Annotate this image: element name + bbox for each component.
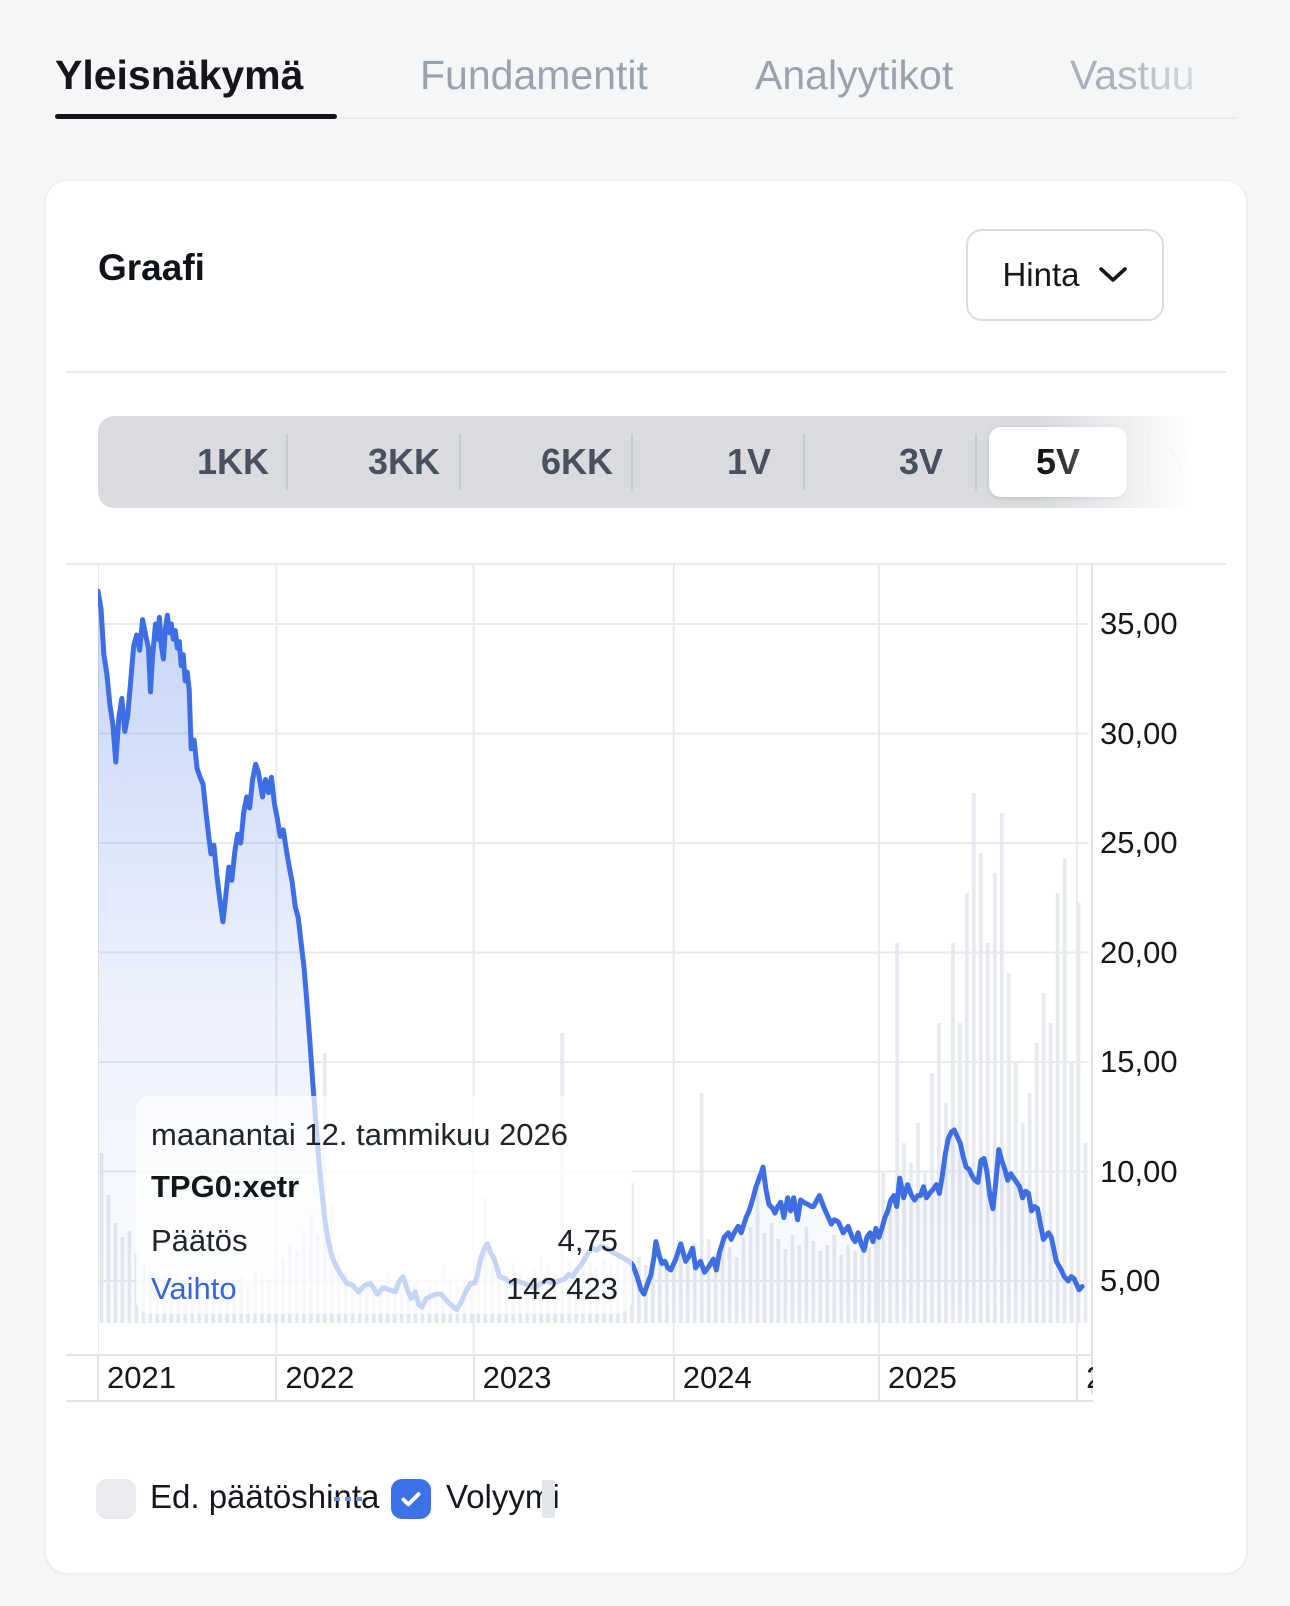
tooltip-volume-value: 142 423 <box>505 1271 618 1306</box>
y-axis: 35,00 30,00 25,00 20,00 15,00 10,00 5,00 <box>1096 563 1241 1394</box>
x-axis-label: 2026 <box>1086 1359 1093 1397</box>
x-axis: 2021 2022 2023 2024 2025 2026 <box>66 1354 1093 1402</box>
x-axis-label: 2021 <box>107 1360 176 1395</box>
range-separator <box>631 434 633 490</box>
tab-divider <box>55 117 1235 119</box>
tab-bar: Yleisnäkymä Fundamentit Analyytikot Vast… <box>0 0 1290 140</box>
chevron-down-icon <box>1098 267 1127 282</box>
y-axis-label: 5,00 <box>1100 1263 1161 1298</box>
range-separator <box>459 434 461 490</box>
range-separator <box>286 434 288 490</box>
plot-right-border <box>1091 563 1093 1394</box>
range-next-clipped[interactable]: Y <box>1167 441 1192 482</box>
chart-top-border <box>66 563 1226 565</box>
range-6kk[interactable]: 6KK <box>491 416 663 508</box>
range-3kk[interactable]: 3KK <box>318 416 490 508</box>
volume-checkbox[interactable] <box>391 1479 431 1519</box>
range-separator <box>803 434 805 490</box>
header-divider <box>66 371 1226 373</box>
range-5v[interactable]: 5V <box>972 416 1144 508</box>
tooltip-volume-row: Vaihto 142 423 <box>151 1270 618 1308</box>
y-axis-label: 30,00 <box>1100 715 1178 751</box>
active-tab-underline <box>55 114 337 119</box>
x-axis-label: 2022 <box>285 1360 355 1395</box>
card-title: Graafi <box>98 247 205 288</box>
y-axis-label: 35,00 <box>1100 606 1178 641</box>
tooltip-volume-label: Vaihto <box>151 1271 237 1306</box>
tab-fundamentit[interactable]: Fundamentit <box>420 52 648 98</box>
x-axis-tick <box>472 1356 475 1400</box>
series-select-value: Hinta <box>1002 256 1080 293</box>
tooltip-date: maanantai 12. tammikuu 2026 <box>151 1117 569 1152</box>
series-select-dropdown[interactable]: Hinta <box>966 229 1164 321</box>
prev-close-checkbox[interactable] <box>96 1479 136 1519</box>
active-range-pill <box>989 427 1127 497</box>
tooltip-symbol: TPG0:xetr <box>151 1169 300 1204</box>
tab-vastuu[interactable]: Vastuu <box>1070 52 1195 98</box>
dashed-line-sample-icon <box>334 1497 366 1501</box>
x-axis-tick <box>1076 1356 1079 1400</box>
tab-yleisnakyma[interactable]: Yleisnäkymä <box>55 52 304 98</box>
chart-tooltip: maanantai 12. tammikuu 2026 TPG0:xetr Pä… <box>136 1096 632 1314</box>
x-axis-tick <box>97 1356 99 1400</box>
prev-close-legend-label[interactable]: Ed. päätöshinta <box>150 1478 380 1515</box>
chart-card: Graafi Hinta 1KK 3KK 6KK 1V 3V 5V Y <box>45 180 1247 1574</box>
range-3v[interactable]: 3V <box>835 416 1007 508</box>
x-axis-tick <box>275 1356 278 1400</box>
y-axis-label: 15,00 <box>1100 1044 1178 1079</box>
range-separator <box>1147 434 1149 490</box>
tooltip-close-label: Päätös <box>151 1223 248 1258</box>
tooltip-close-value: 4,75 <box>557 1223 618 1258</box>
x-axis-tick <box>877 1356 880 1400</box>
volume-legend-label[interactable]: Volyymi <box>446 1478 560 1515</box>
x-axis-label: 2023 <box>482 1360 552 1395</box>
range-1v[interactable]: 1V <box>663 416 835 508</box>
x-axis-label: 2024 <box>682 1360 752 1395</box>
x-axis-label: 2025 <box>887 1360 957 1395</box>
x-axis-tick <box>672 1356 675 1400</box>
y-axis-label: 10,00 <box>1100 1153 1178 1189</box>
range-1kk[interactable]: 1KK <box>147 416 319 508</box>
tab-analyytikot[interactable]: Analyytikot <box>755 52 954 98</box>
y-axis-label: 20,00 <box>1100 934 1178 970</box>
tooltip-close-row: Päätös 4,75 <box>151 1222 618 1260</box>
volume-bar-sample-icon <box>542 1480 555 1518</box>
range-separator <box>975 434 977 490</box>
range-selector: 1KK 3KK 6KK 1V 3V 5V Y <box>98 416 1192 508</box>
check-icon <box>401 1492 421 1507</box>
y-axis-label: 25,00 <box>1100 825 1178 860</box>
